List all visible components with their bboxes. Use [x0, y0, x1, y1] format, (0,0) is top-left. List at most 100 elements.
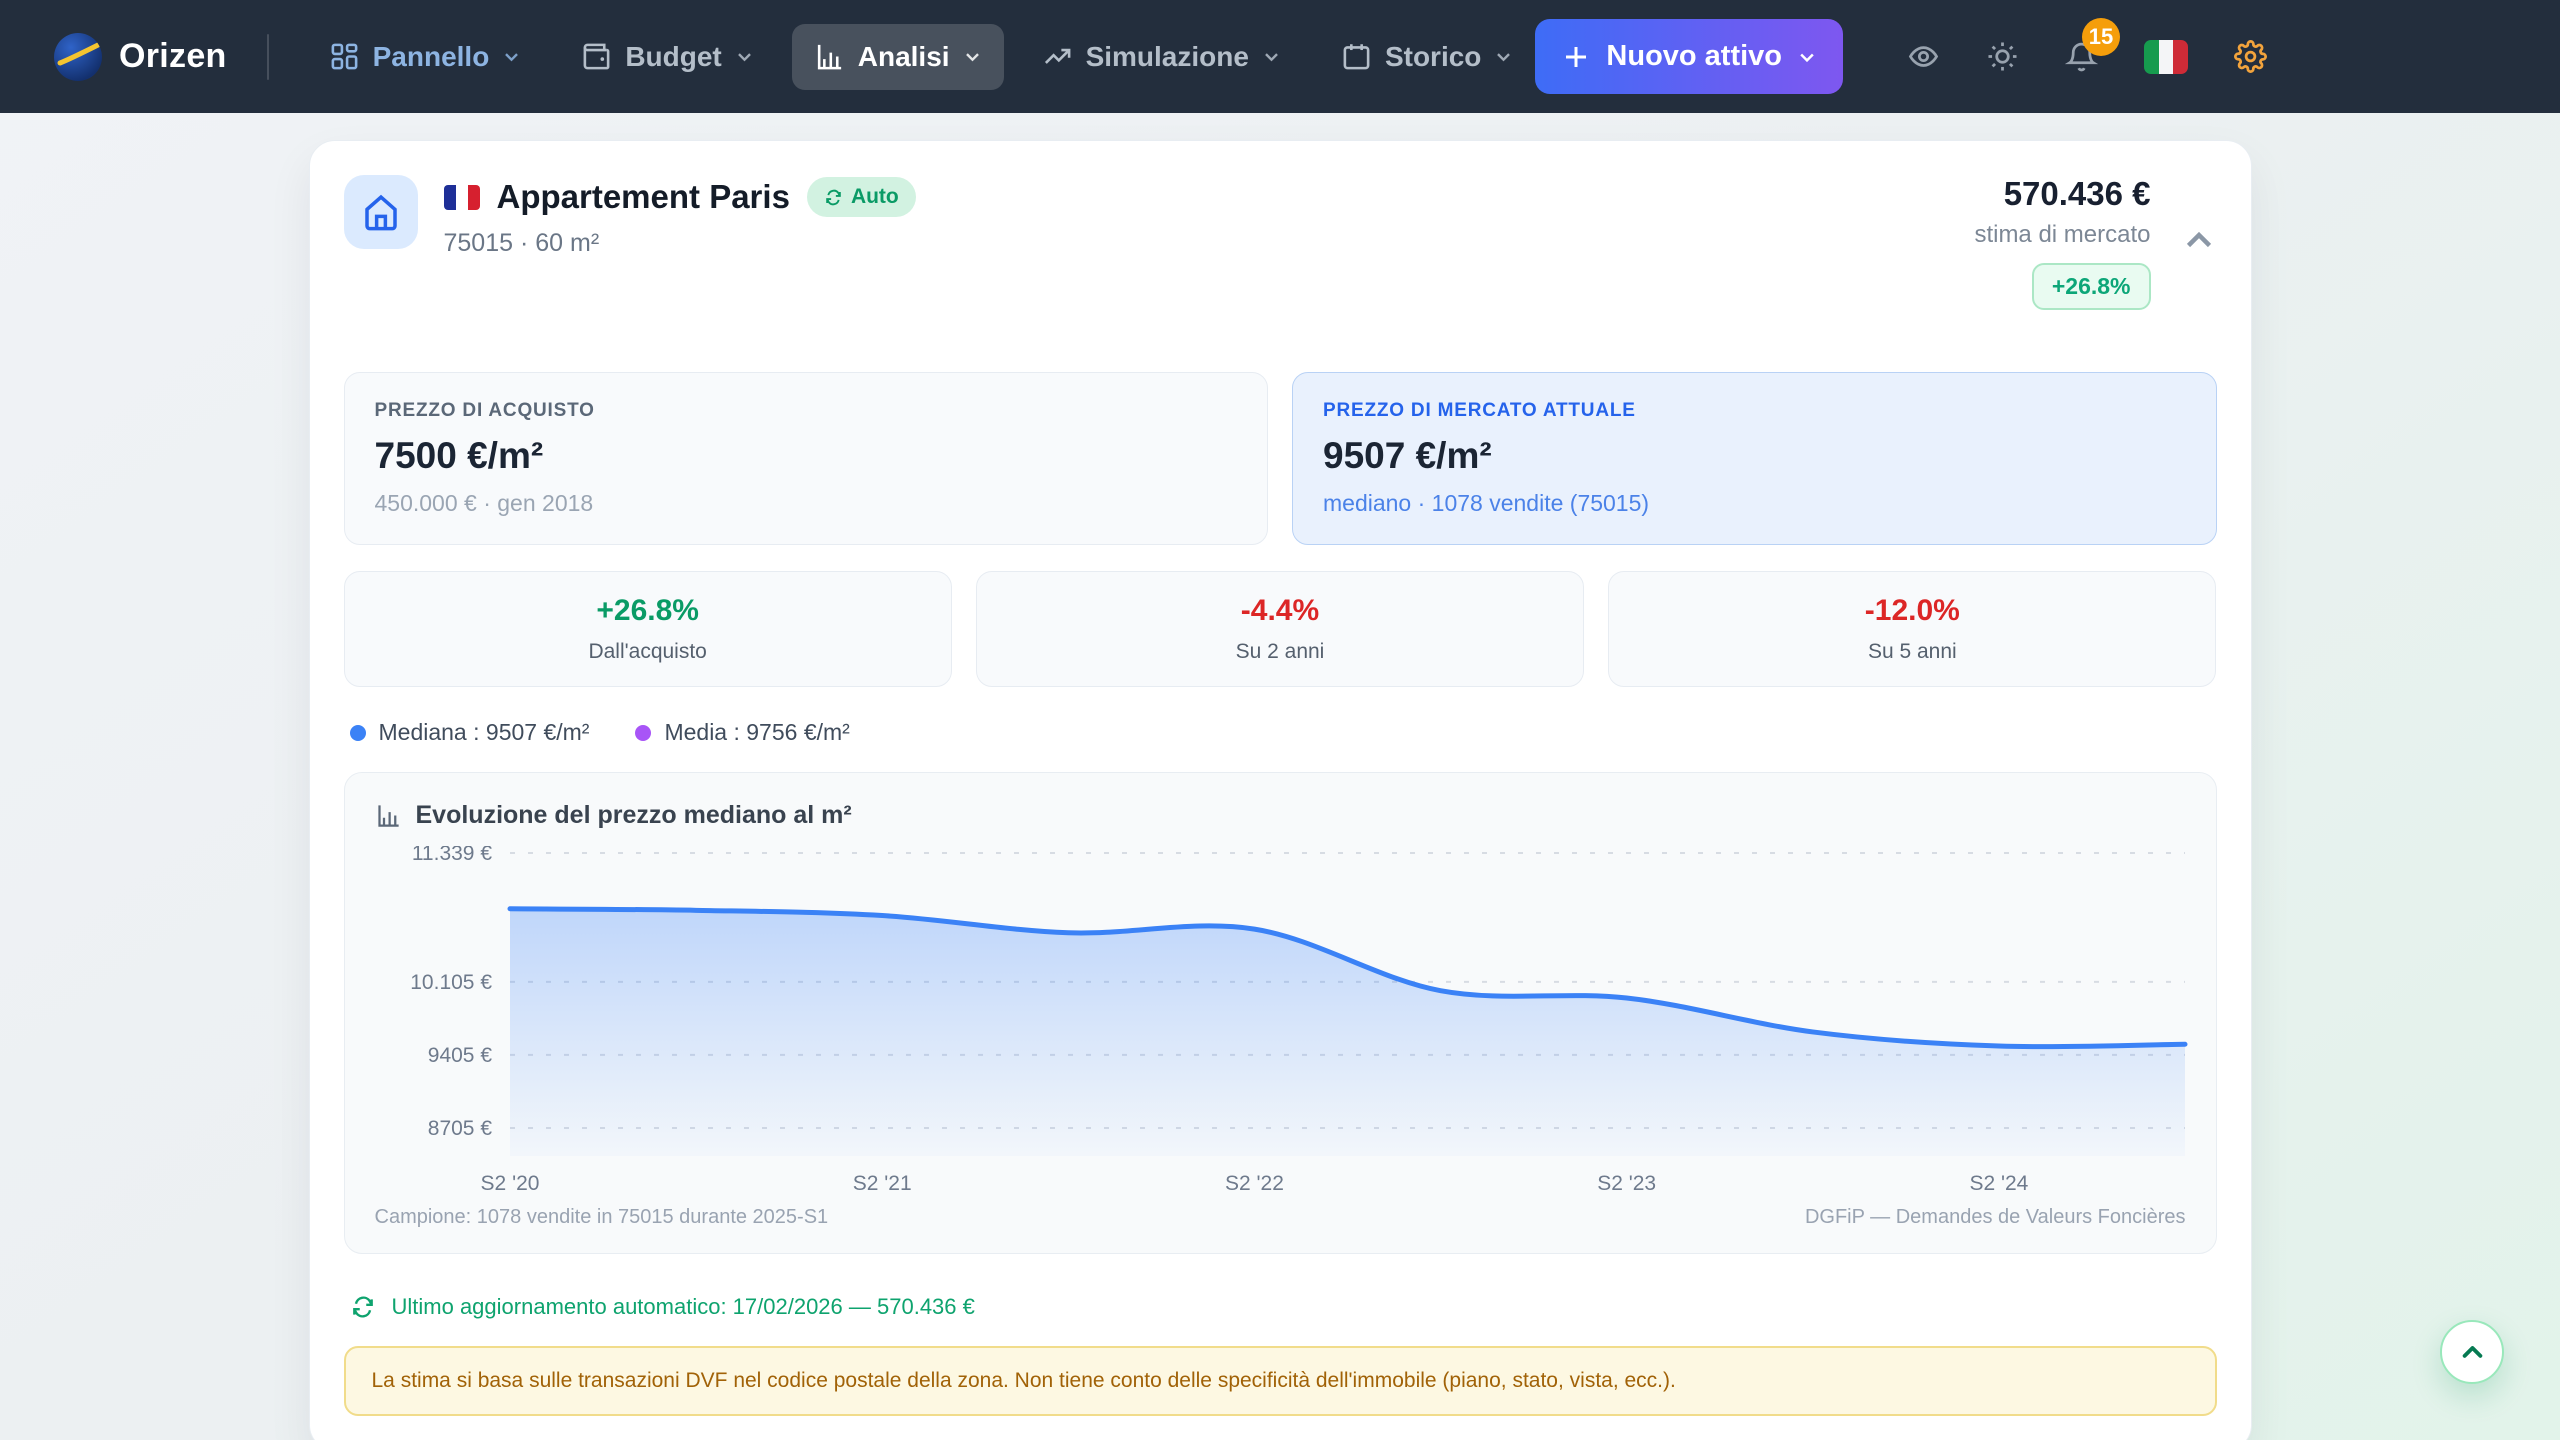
- auto-update-note: Ultimo aggiornamento automatico: 17/02/2…: [344, 1294, 2217, 1320]
- legend-item-median: Mediana : 9507 €/m²: [349, 719, 589, 746]
- price-evolution-chart-card: Evoluzione del prezzo mediano al m² 11.3…: [343, 772, 2217, 1254]
- notification-count-badge: 15: [2082, 18, 2121, 56]
- svg-text:S2 '22: S2 '22: [1224, 1172, 1283, 1195]
- chevron-down-icon: [505, 53, 519, 62]
- chevron-up-icon: [2186, 231, 2211, 248]
- price-evolution-area-chart: 11.339 € 10.105 € 9405 € 8705 € S2 '20 S2 '21…: [410, 846, 2187, 1195]
- orizen-logo-icon: [54, 32, 102, 81]
- brand-name: Orizen: [119, 37, 227, 75]
- calendar-icon: [1343, 44, 1370, 70]
- svg-text:S2 '20: S2 '20: [480, 1172, 539, 1195]
- theme-toggle-button[interactable]: [1986, 40, 2019, 73]
- scroll-to-top-button[interactable]: [2440, 1320, 2504, 1384]
- stats-row: +26.8% Dall'acquisto -4.4% Su 2 anni -12…: [343, 571, 2217, 687]
- estimate-value: 570.436 €: [2003, 175, 2151, 212]
- notifications-button[interactable]: 15: [2065, 18, 2121, 73]
- nav-divider: [266, 33, 269, 80]
- nav-label: Budget: [625, 40, 722, 72]
- stat-card-5-years: -12.0% Su 5 anni: [1608, 571, 2217, 687]
- nav-item-storico[interactable]: Storico: [1319, 24, 1535, 90]
- market-price-card: PREZZO DI MERCATO ATTUALE 9507 €/m² medi…: [1292, 372, 2217, 545]
- stat-label: Su 2 anni: [1235, 640, 1325, 663]
- visibility-button[interactable]: [1907, 40, 1940, 73]
- settings-button[interactable]: [2234, 40, 2267, 73]
- estimate-change-badge: +26.8%: [2031, 263, 2151, 310]
- asset-title-block: Appartement Paris Auto 75015 · 60 m²: [443, 177, 916, 258]
- new-asset-button[interactable]: Nuovo attivo: [1535, 19, 1844, 94]
- house-icon: [364, 194, 397, 231]
- bar-chart-icon: [817, 44, 841, 70]
- chart-header: Evoluzione del prezzo mediano al m²: [375, 801, 2186, 830]
- chevron-down-icon: [965, 53, 979, 62]
- market-price-sub: mediano · 1078 vendite (75015): [1323, 490, 1650, 516]
- chart-source-note: DGFiP — Demandes de Valeurs Foncières: [1804, 1206, 2186, 1228]
- chevron-up-icon: [2462, 1345, 2482, 1358]
- chart-footer: Campione: 1078 vendite in 75015 durante …: [375, 1206, 2186, 1229]
- dashboard-grid-icon: [331, 43, 358, 70]
- price-cards-row: PREZZO DI ACQUISTO 7500 €/m² 450.000 € ·…: [343, 372, 2217, 545]
- nav-label: Pannello: [372, 40, 490, 72]
- asset-subtitle: 75015 · 60 m²: [443, 229, 600, 257]
- estimate-label: stima di mercato: [1974, 221, 2151, 248]
- stat-card-2-years: -4.4% Su 2 anni: [975, 571, 1585, 687]
- brand-logo-group[interactable]: Orizen: [54, 32, 227, 81]
- estimate-block: 570.436 € stima di mercato +26.8%: [1974, 175, 2151, 310]
- chevron-down-icon: [1800, 53, 1814, 62]
- nav-item-budget[interactable]: Budget: [559, 24, 775, 90]
- language-flag-italy[interactable]: [2144, 39, 2189, 74]
- wallet-icon: [583, 43, 610, 70]
- svg-text:11.339 €: 11.339 €: [411, 846, 492, 865]
- svg-text:S2 '21: S2 '21: [852, 1172, 911, 1195]
- refresh-icon: [826, 189, 841, 205]
- market-price-label: PREZZO DI MERCATO ATTUALE: [1323, 400, 1636, 421]
- chart-legend: Mediana : 9507 €/m² Media : 9756 €/m²: [344, 719, 2217, 746]
- mean-dot-icon: [635, 724, 652, 741]
- purchase-price-card: PREZZO DI ACQUISTO 7500 €/m² 450.000 € ·…: [343, 372, 1268, 545]
- svg-text:8705 €: 8705 €: [427, 1117, 492, 1140]
- purchase-price-label: PREZZO DI ACQUISTO: [374, 400, 595, 421]
- navbar-actions: 15: [1907, 18, 2267, 74]
- asset-title: Appartement Paris: [496, 178, 790, 215]
- gear-icon: [2234, 40, 2267, 73]
- svg-text:10.105 €: 10.105 €: [410, 971, 492, 994]
- new-asset-label: Nuovo attivo: [1606, 40, 1783, 72]
- chart-sample-note: Campione: 1078 vendite in 75015 durante …: [374, 1206, 829, 1228]
- stat-label: Su 5 anni: [1867, 640, 1957, 663]
- auto-badge: Auto: [806, 177, 916, 217]
- plus-icon: [1566, 46, 1587, 67]
- median-dot-icon: [349, 724, 366, 741]
- chevron-down-icon: [1265, 53, 1278, 62]
- svg-text:S2 '24: S2 '24: [1969, 1172, 2028, 1195]
- asset-header: Appartement Paris Auto 75015 · 60 m² 570…: [343, 175, 2217, 310]
- purchase-price-sub: 450.000 € · gen 2018: [374, 490, 594, 516]
- bar-chart-icon: [377, 805, 399, 827]
- france-flag-icon: [443, 184, 480, 210]
- nav-item-pannello[interactable]: Pannello: [307, 24, 544, 90]
- chevron-down-icon: [737, 53, 751, 62]
- chevron-down-icon: [1497, 53, 1511, 62]
- auto-update-text: Ultimo aggiornamento automatico: 17/02/2…: [391, 1294, 975, 1319]
- nav-item-analisi[interactable]: Analisi: [791, 23, 1004, 90]
- asset-card: Appartement Paris Auto 75015 · 60 m² 570…: [308, 140, 2252, 1440]
- eye-icon: [1908, 46, 1939, 67]
- chart-title: Evoluzione del prezzo mediano al m²: [415, 801, 852, 829]
- nav-item-simulazione[interactable]: Simulazione: [1020, 24, 1303, 90]
- stat-card-since-purchase: +26.8% Dall'acquisto: [343, 571, 952, 687]
- main-nav: Pannello Budget Analisi Simulazione Stor…: [307, 23, 1536, 90]
- nav-label: Analisi: [857, 40, 950, 72]
- top-navbar: Orizen Pannello Budget Analisi Simulazio…: [0, 0, 2560, 113]
- estimate-disclaimer: La stima si basa sulle transazioni DVF n…: [343, 1346, 2217, 1416]
- market-price-value: 9507 €/m²: [1323, 435, 1492, 476]
- nav-label: Storico: [1384, 40, 1482, 72]
- svg-text:9405 €: 9405 €: [427, 1044, 492, 1067]
- stat-value: +26.8%: [596, 594, 699, 627]
- svg-text:S2 '23: S2 '23: [1597, 1172, 1656, 1195]
- house-icon-tile: [343, 175, 418, 249]
- collapse-card-button[interactable]: [2181, 223, 2217, 262]
- stat-value: -4.4%: [1240, 594, 1320, 627]
- sun-icon: [1988, 42, 2017, 71]
- stat-value: -12.0%: [1864, 594, 1960, 627]
- legend-item-mean: Media : 9756 €/m²: [635, 719, 850, 746]
- refresh-icon: [352, 1296, 373, 1318]
- stat-label: Dall'acquisto: [588, 640, 707, 663]
